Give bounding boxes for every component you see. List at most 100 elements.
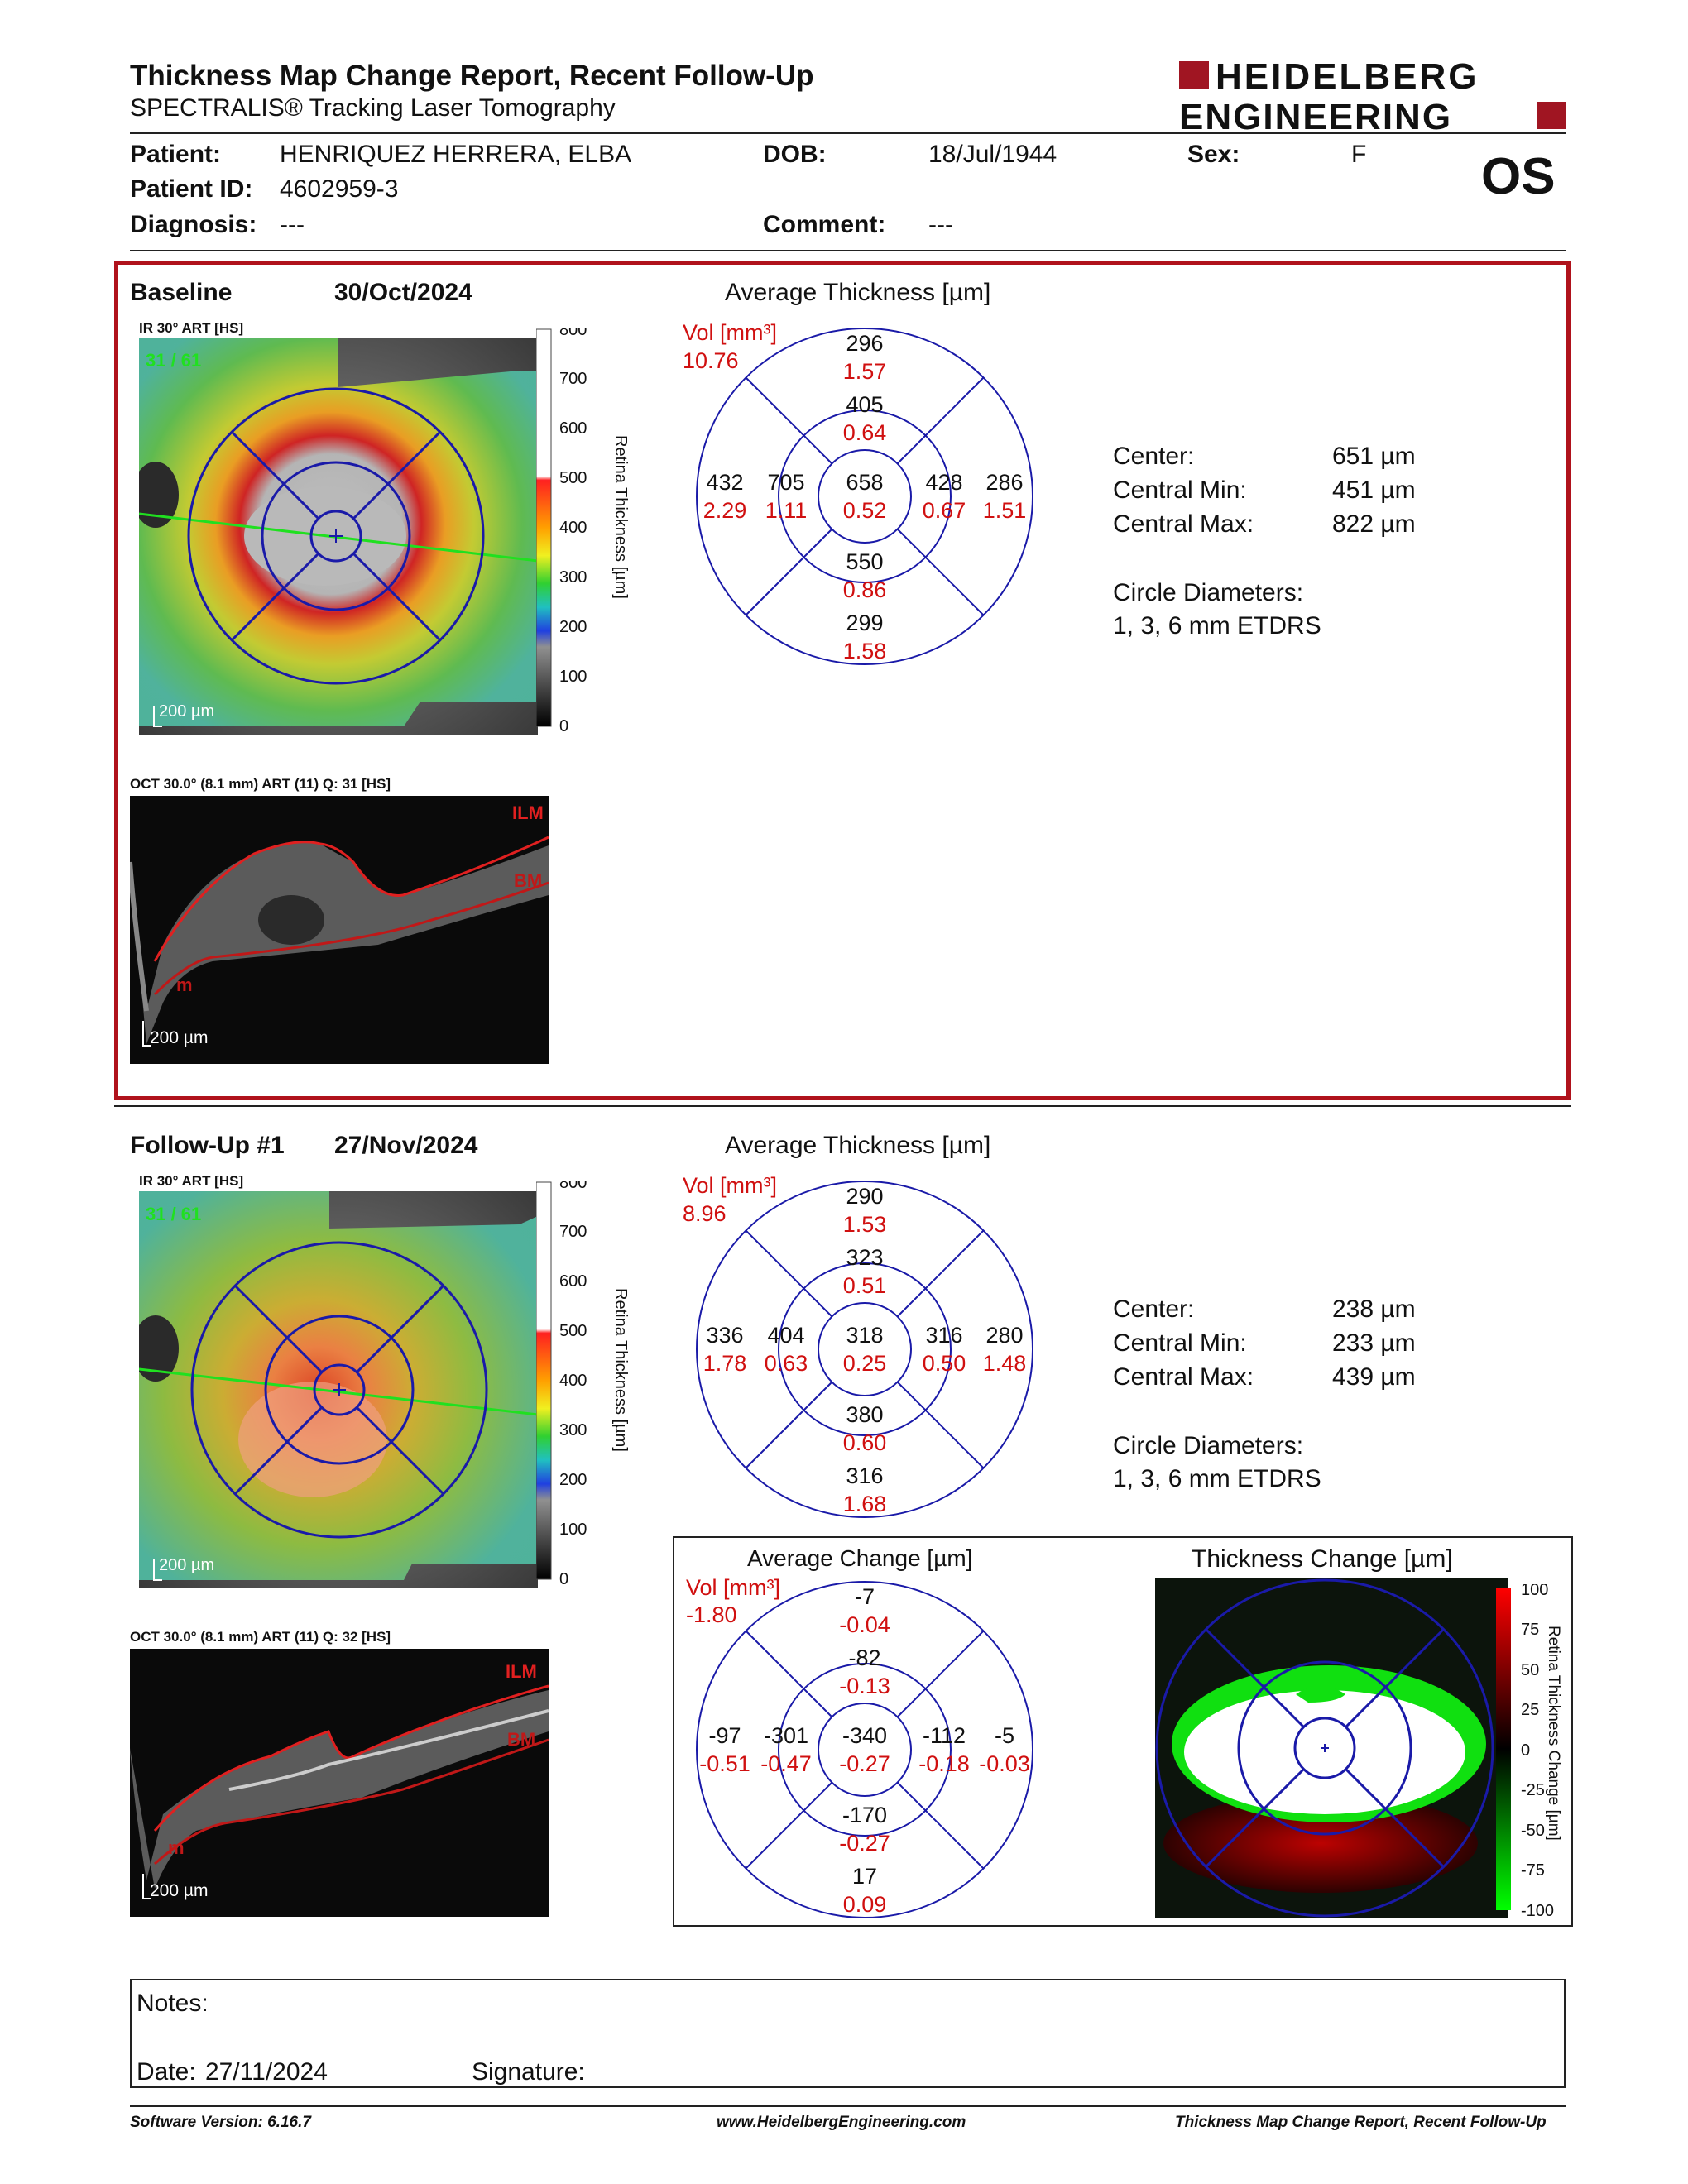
change-center: -340 — [842, 1723, 887, 1748]
followup-oct-label: OCT 30.0° (8.1 mm) ART (11) Q: 32 [HS] — [130, 1629, 391, 1645]
cb2-tick-200: 200 — [559, 1471, 587, 1489]
followup-oct-scan: ILM BM m 200 µm — [130, 1649, 549, 1917]
followup-outer-left: 336 — [706, 1323, 743, 1348]
baseline-ir-label: IR 30° ART [HS] — [139, 320, 244, 336]
followup-oct-scale: 200 µm — [150, 1881, 208, 1900]
baseline-outer-right-vol: 1.51 — [983, 498, 1027, 523]
change-inner-top: -82 — [848, 1645, 880, 1670]
change-outer-top-vol: -0.04 — [839, 1612, 890, 1637]
followup-diam-label: Circle Diameters: — [1113, 1432, 1304, 1459]
change-outer-bottom-vol: 0.09 — [843, 1892, 887, 1917]
baseline-ir-scale: 200 µm — [159, 702, 214, 721]
followup-inner-left: 404 — [767, 1323, 804, 1348]
baseline-outer-left: 432 — [706, 470, 743, 495]
followup-label: Follow-Up #1 — [130, 1132, 285, 1159]
baseline-outer-bottom-vol: 1.58 — [843, 639, 887, 663]
chg-tick-0: 0 — [1521, 1741, 1530, 1760]
followup-ir-label: IR 30° ART [HS] — [139, 1173, 244, 1189]
followup-inner-left-vol: 0.63 — [765, 1351, 808, 1376]
footer-report-name: Thickness Map Change Report, Recent Foll… — [1175, 2114, 1547, 2131]
cb2-tick-400: 400 — [559, 1372, 587, 1390]
baseline-outer-top: 296 — [846, 331, 883, 356]
followup-inner-right: 316 — [925, 1323, 962, 1348]
change-inner-bottom-vol: -0.27 — [839, 1831, 890, 1856]
cb-tick-800: 800 — [559, 328, 587, 339]
baseline-min-value: 451 µm — [1332, 477, 1416, 504]
notes-box[interactable] — [130, 1979, 1566, 2088]
baseline-ir-counter: 31 / 61 — [146, 350, 201, 371]
change-outer-bottom: 17 — [852, 1864, 877, 1889]
change-map — [1155, 1578, 1508, 1918]
cb-tick-600: 600 — [559, 419, 587, 438]
cb-tick-300: 300 — [559, 568, 587, 587]
baseline-min-label: Central Min: — [1113, 477, 1247, 504]
baseline-inner-bottom-vol: 0.86 — [843, 577, 887, 602]
followup-center: 318 — [846, 1323, 883, 1348]
baseline-thickness-map: 31 / 61 200 µm — [139, 338, 538, 735]
change-inner-bottom: -170 — [842, 1803, 887, 1827]
change-colorbar-label: Retina Thickness Change [µm] — [1545, 1626, 1562, 1841]
baseline-date: 30/Oct/2024 — [334, 279, 472, 306]
followup-center-vol: 0.25 — [843, 1351, 887, 1376]
change-outer-top: -7 — [855, 1584, 875, 1609]
cb-axis-label: Retina Thickness [µm] — [611, 435, 630, 599]
chg-tick-m100: -100 — [1521, 1902, 1554, 1920]
followup-ir-counter: 31 / 61 — [146, 1204, 201, 1224]
followup-date: 27/Nov/2024 — [334, 1132, 478, 1159]
followup-min-value: 233 µm — [1332, 1329, 1416, 1357]
followup-ilm-label: ILM — [506, 1661, 537, 1682]
followup-vol-total: 8.96 — [683, 1201, 727, 1226]
cb-tick-400: 400 — [559, 519, 587, 537]
baseline-center-label: Center: — [1113, 443, 1195, 470]
notes-label: Notes: — [137, 1990, 209, 2017]
cb-tick-100: 100 — [559, 668, 587, 686]
cb2-tick-0: 0 — [559, 1570, 568, 1586]
followup-thickness-map: 31 / 61 200 µm — [139, 1191, 538, 1588]
followup-outer-right: 280 — [985, 1323, 1023, 1348]
chg-tick-m50: -50 — [1521, 1822, 1545, 1840]
baseline-ilm-label: ILM — [512, 802, 544, 823]
baseline-inner-left: 705 — [767, 470, 804, 495]
patient-id: 4602959-3 — [280, 175, 399, 203]
baseline-inner-right: 428 — [925, 470, 962, 495]
cb-tick-200: 200 — [559, 618, 587, 636]
baseline-section-frame — [114, 261, 1571, 1100]
notes-date-value: 27/11/2024 — [205, 2058, 328, 2086]
baseline-center: 658 — [846, 470, 883, 495]
followup-center-value: 238 µm — [1332, 1296, 1416, 1323]
change-inner-right-vol: -0.18 — [918, 1751, 970, 1776]
change-inner-top-vol: -0.13 — [839, 1674, 890, 1698]
followup-max-value: 439 µm — [1332, 1363, 1416, 1391]
sex-value: F — [1351, 141, 1367, 168]
baseline-inner-bottom: 550 — [846, 549, 883, 574]
diagnosis-value: --- — [280, 211, 305, 238]
dob-value: 18/Jul/1944 — [928, 141, 1057, 168]
cb-tick-700: 700 — [559, 370, 587, 388]
baseline-outer-top-vol: 1.57 — [843, 359, 887, 384]
baseline-oct-scan: ILM BM m 200 µm — [130, 796, 549, 1064]
change-vol-label: Vol [mm³] — [686, 1575, 780, 1600]
baseline-max-label: Central Max: — [1113, 510, 1254, 538]
followup-inner-top: 323 — [846, 1245, 883, 1270]
followup-outer-bottom: 316 — [846, 1463, 883, 1488]
cb2-tick-100: 100 — [559, 1521, 587, 1539]
baseline-center-vol: 0.52 — [843, 498, 887, 523]
diagnosis-label: Diagnosis: — [130, 211, 257, 238]
followup-vol-label: Vol [mm³] — [683, 1173, 777, 1198]
baseline-outer-left-vol: 2.29 — [703, 498, 747, 523]
report-subtitle: SPECTRALIS® Tracking Laser Tomography — [130, 94, 616, 122]
followup-center-label: Center: — [1113, 1296, 1195, 1323]
baseline-m-label: m — [176, 975, 193, 995]
cb2-tick-600: 600 — [559, 1272, 587, 1291]
followup-m-label: m — [168, 1837, 185, 1858]
change-outer-right: -5 — [995, 1723, 1014, 1748]
baseline-diam-value: 1, 3, 6 mm ETDRS — [1113, 612, 1321, 639]
cb-tick-0: 0 — [559, 717, 568, 733]
followup-outer-top-vol: 1.53 — [843, 1212, 887, 1237]
baseline-etdrs-grid: Vol [mm³] 10.76 296 1.57 405 0.64 432 2.… — [683, 318, 1179, 666]
followup-inner-bottom: 380 — [846, 1402, 883, 1427]
followup-outer-left-vol: 1.78 — [703, 1351, 747, 1376]
followup-outer-top: 290 — [846, 1184, 883, 1209]
followup-min-label: Central Min: — [1113, 1329, 1247, 1357]
change-inner-left-vol: -0.47 — [760, 1751, 812, 1776]
